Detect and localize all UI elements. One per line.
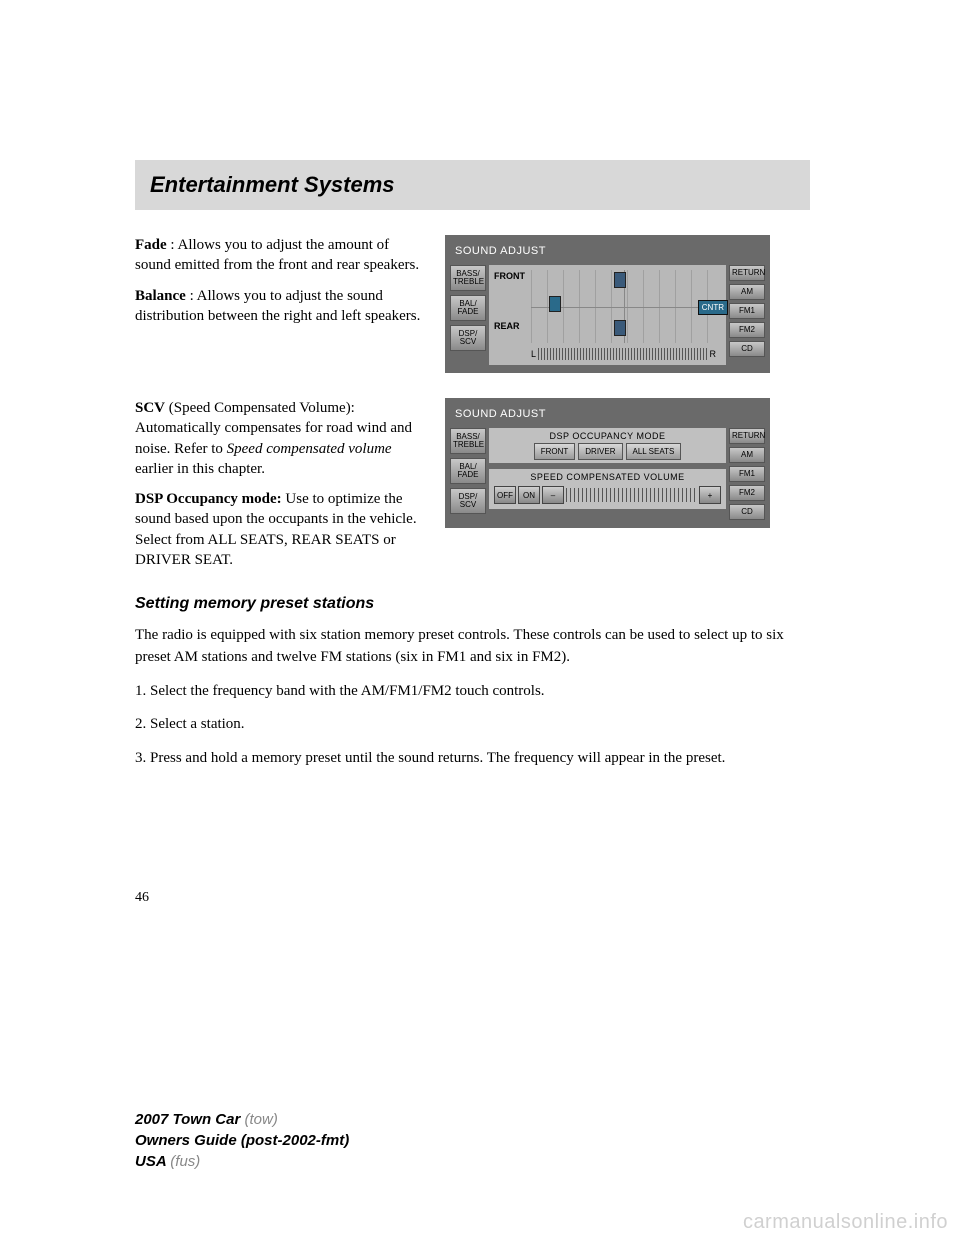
rear-knob bbox=[614, 320, 626, 336]
header-bar: Entertainment Systems bbox=[135, 160, 810, 210]
fade-text: : Allows you to adjust the amount of sou… bbox=[135, 237, 419, 273]
fig2-center: DSP OCCUPANCY MODE FRONT DRIVER ALL SEAT… bbox=[489, 428, 726, 520]
scv-plus-button: + bbox=[699, 486, 721, 504]
bal-fade-button: BAL/ FADE bbox=[450, 295, 486, 321]
fade-label: Fade bbox=[135, 237, 167, 253]
footer-model: 2007 Town Car bbox=[135, 1111, 244, 1128]
dsp-scv-button: DSP/ SCV bbox=[450, 325, 486, 351]
dsp-label: DSP Occupancy mode: bbox=[135, 491, 282, 507]
dsp-driver-button: DRIVER bbox=[578, 443, 622, 460]
dsp-front-button: FRONT bbox=[534, 443, 576, 460]
return-button-2: RETURN bbox=[729, 428, 765, 444]
row-scv-dsp: SCV (Speed Compensated Volume): Automati… bbox=[135, 398, 810, 570]
para-dsp: DSP Occupancy mode: Use to optimize the … bbox=[135, 489, 425, 570]
section-heading: Setting memory preset stations bbox=[135, 595, 810, 613]
page-number: 46 bbox=[135, 890, 810, 906]
fig1-center-panel: FRONT REAR CNTR L R bbox=[489, 265, 726, 365]
r-label: R bbox=[710, 349, 717, 359]
preset-p2: 1. Select the frequency band with the AM… bbox=[135, 681, 810, 703]
front-label: FRONT bbox=[494, 271, 525, 281]
cd-button: CD bbox=[729, 341, 765, 357]
scv-ital: Speed compensated volume bbox=[227, 441, 392, 457]
preset-p1: The radio is equipped with six station m… bbox=[135, 625, 810, 669]
balance-label: Balance bbox=[135, 288, 186, 304]
fig1-body: BASS/ TREBLE BAL/ FADE DSP/ SCV FRONT RE… bbox=[445, 265, 770, 373]
page-title: Entertainment Systems bbox=[150, 172, 795, 198]
scv-on-button: ON bbox=[518, 486, 540, 504]
watermark: carmanualsonline.info bbox=[743, 1211, 948, 1234]
figure-1: SOUND ADJUST BASS/ TREBLE BAL/ FADE DSP/… bbox=[445, 235, 770, 373]
preset-p4: 3. Press and hold a memory preset until … bbox=[135, 748, 810, 770]
front-knob bbox=[614, 272, 626, 288]
preset-p3: 2. Select a station. bbox=[135, 714, 810, 736]
fig2-title: SOUND ADJUST bbox=[445, 398, 770, 428]
para-scv: SCV (Speed Compensated Volume): Automati… bbox=[135, 398, 425, 479]
fig1-title: SOUND ADJUST bbox=[445, 235, 770, 265]
dsp-scv-button-2: DSP/ SCV bbox=[450, 488, 486, 514]
scv-row: OFF ON – + bbox=[492, 484, 723, 506]
row-fade-balance: Fade : Allows you to adjust the amount o… bbox=[135, 235, 810, 373]
l-label: L bbox=[531, 349, 536, 359]
rear-label: REAR bbox=[494, 321, 520, 331]
fig2-body: BASS/ TREBLE BAL/ FADE DSP/ SCV DSP OCCU… bbox=[445, 428, 770, 528]
return-button: RETURN bbox=[729, 265, 765, 281]
footer-usa: USA bbox=[135, 1153, 170, 1170]
am-button: AM bbox=[729, 284, 765, 300]
lr-slider bbox=[538, 348, 707, 360]
para-balance: Balance : Allows you to adjust the sound… bbox=[135, 286, 425, 327]
text-col-2: SCV (Speed Compensated Volume): Automati… bbox=[135, 398, 425, 570]
figure-2: SOUND ADJUST BASS/ TREBLE BAL/ FADE DSP/… bbox=[445, 398, 770, 528]
scv-section: SPEED COMPENSATED VOLUME OFF ON – + bbox=[489, 469, 726, 509]
scv-minus-button: – bbox=[542, 486, 564, 504]
dsp-occ-row: FRONT DRIVER ALL SEATS bbox=[492, 443, 723, 460]
cntr-button: CNTR bbox=[698, 300, 728, 315]
para-fade: Fade : Allows you to adjust the amount o… bbox=[135, 235, 425, 276]
lr-row: L R bbox=[531, 345, 716, 363]
fm2-button-2: FM2 bbox=[729, 485, 765, 501]
page: Entertainment Systems Fade : Allows you … bbox=[0, 0, 960, 906]
scv-sec-title: SPEED COMPENSATED VOLUME bbox=[492, 472, 723, 482]
bass-treble-button-2: BASS/ TREBLE bbox=[450, 428, 486, 454]
cd-button-2: CD bbox=[729, 504, 765, 520]
fig2-right-buttons: RETURN AM FM1 FM2 CD bbox=[729, 428, 765, 520]
scv-tail: earlier in this chapter. bbox=[135, 461, 265, 477]
dsp-allseats-button: ALL SEATS bbox=[626, 443, 682, 460]
footer: 2007 Town Car (tow) Owners Guide (post-2… bbox=[135, 1109, 349, 1172]
fm1-button-2: FM1 bbox=[729, 466, 765, 482]
text-col-1: Fade : Allows you to adjust the amount o… bbox=[135, 235, 425, 326]
bal-fade-button-2: BAL/ FADE bbox=[450, 458, 486, 484]
scv-slider bbox=[566, 488, 697, 502]
sound-adjust-fig1: SOUND ADJUST BASS/ TREBLE BAL/ FADE DSP/… bbox=[445, 235, 770, 373]
balance-fade-grid bbox=[531, 270, 716, 343]
bass-treble-button: BASS/ TREBLE bbox=[450, 265, 486, 291]
center-knob bbox=[549, 296, 561, 312]
fig2-left-buttons: BASS/ TREBLE BAL/ FADE DSP/ SCV bbox=[450, 428, 486, 520]
scv-label: SCV bbox=[135, 400, 165, 416]
sound-adjust-fig2: SOUND ADJUST BASS/ TREBLE BAL/ FADE DSP/… bbox=[445, 398, 770, 528]
fig1-right-buttons: RETURN AM FM1 FM2 CD bbox=[729, 265, 765, 365]
scv-off-button: OFF bbox=[494, 486, 516, 504]
dsp-occupancy-section: DSP OCCUPANCY MODE FRONT DRIVER ALL SEAT… bbox=[489, 428, 726, 463]
dsp-occ-title: DSP OCCUPANCY MODE bbox=[492, 431, 723, 441]
fig1-left-buttons: BASS/ TREBLE BAL/ FADE DSP/ SCV bbox=[450, 265, 486, 365]
fm2-button: FM2 bbox=[729, 322, 765, 338]
footer-tow: (tow) bbox=[244, 1111, 277, 1128]
fm1-button: FM1 bbox=[729, 303, 765, 319]
am-button-2: AM bbox=[729, 447, 765, 463]
footer-guide: Owners Guide (post-2002-fmt) bbox=[135, 1132, 349, 1149]
footer-fus: (fus) bbox=[170, 1153, 200, 1170]
